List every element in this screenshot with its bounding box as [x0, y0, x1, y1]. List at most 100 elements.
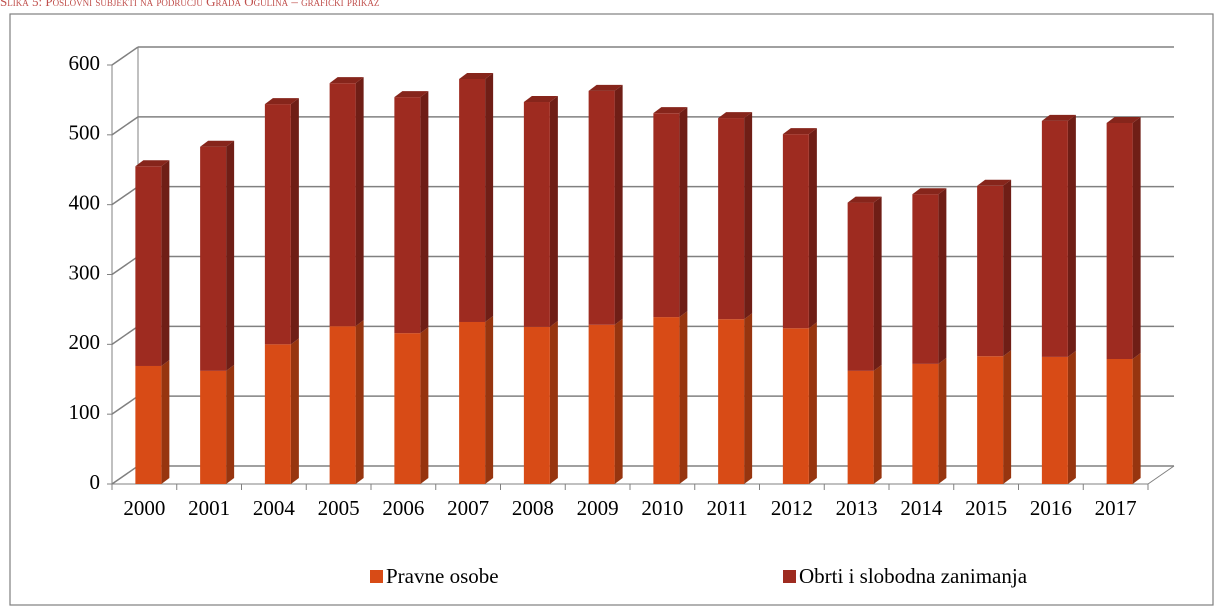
x-tick-label: 2015 [965, 496, 1007, 520]
x-tick-label: 2014 [900, 496, 943, 520]
grid-line [111, 255, 139, 276]
bar [135, 166, 162, 366]
bar-side [744, 112, 753, 320]
bar [329, 83, 356, 327]
bar-side [420, 91, 429, 334]
bar-top [264, 98, 299, 105]
floor-edge [1147, 465, 1175, 485]
x-tick-label: 2005 [318, 496, 360, 520]
chart-frame [9, 13, 1214, 606]
x-tick-label: 2016 [1030, 496, 1072, 520]
bar-side [549, 320, 558, 484]
bar [977, 356, 1004, 484]
bar-top [329, 77, 364, 84]
bar-side [226, 364, 235, 484]
bar [135, 365, 162, 484]
bar-side [614, 84, 623, 325]
bar [912, 194, 939, 364]
bar-side [1132, 352, 1141, 484]
bar [200, 370, 227, 484]
bar-side [679, 311, 688, 484]
bar [394, 97, 421, 334]
bar-side [355, 77, 364, 327]
bar [264, 344, 291, 484]
bar-top [977, 179, 1012, 186]
bar-top [135, 160, 170, 167]
bar-top [718, 112, 753, 119]
bar [523, 326, 550, 484]
x-tick-label: 2006 [382, 496, 424, 520]
x-tick-label: 2007 [447, 496, 489, 520]
bar-side [873, 364, 882, 484]
bar [847, 202, 874, 371]
grid-line [111, 186, 139, 206]
bar-side [938, 357, 947, 484]
grid-line [111, 395, 139, 415]
bar-top [588, 84, 623, 91]
bar-side [679, 107, 688, 318]
bar-side [355, 320, 364, 484]
bar [847, 370, 874, 484]
bar-side [161, 160, 170, 366]
bar [1041, 120, 1068, 357]
bar-top [459, 72, 494, 79]
bar-side [744, 313, 753, 484]
bar [329, 326, 356, 484]
bar-side [549, 96, 558, 327]
legend-label: Obrti i slobodna zanimanja [799, 564, 1028, 588]
x-tick-label: 2013 [836, 496, 878, 520]
bar [1106, 358, 1133, 484]
bar [653, 113, 680, 318]
bar-side [485, 72, 494, 322]
y-tick-label: 600 [69, 51, 101, 75]
y-tick-label: 200 [69, 330, 101, 354]
bar-side [873, 196, 882, 371]
bar-side [1067, 114, 1076, 357]
bar-side [226, 140, 235, 371]
bar-top [394, 91, 429, 98]
bar-side [614, 318, 623, 484]
y-tick-label: 0 [90, 470, 101, 494]
bar [1106, 122, 1133, 359]
bar [653, 317, 680, 484]
x-tick-label: 2009 [577, 496, 619, 520]
bar-top [912, 188, 947, 195]
chart-title: Slika 5: Poslovni subjekti na području G… [0, 0, 379, 9]
bar [977, 185, 1004, 357]
bar [200, 146, 227, 371]
bar [912, 363, 939, 484]
bar [394, 333, 421, 484]
bar-side [1003, 350, 1012, 484]
legend-swatch [783, 570, 796, 583]
x-tick-label: 2017 [1095, 496, 1137, 520]
x-tick-label: 2012 [771, 496, 813, 520]
bar-side [485, 315, 494, 484]
bar [782, 134, 809, 329]
grid-line [111, 325, 139, 345]
bar-side [1003, 179, 1012, 357]
grid-line [111, 46, 139, 66]
bar-side [290, 338, 299, 484]
bar [523, 102, 550, 327]
bar-top [847, 196, 882, 203]
legend-swatch [370, 570, 383, 583]
x-tick-label: 2010 [641, 496, 683, 520]
x-tick-label: 2001 [188, 496, 230, 520]
bar [782, 328, 809, 484]
bar-side [1067, 350, 1076, 484]
x-tick-label: 2000 [123, 496, 165, 520]
grid-line [111, 116, 139, 136]
bar [459, 78, 486, 322]
bar-top [653, 107, 688, 114]
bar [1041, 356, 1068, 484]
bar-top [782, 128, 817, 135]
y-tick-label: 100 [69, 400, 101, 424]
bar [588, 90, 615, 325]
bar [718, 118, 745, 320]
y-tick-label: 300 [69, 260, 101, 284]
legend-label: Pravne osobe [386, 564, 499, 588]
bar [588, 324, 615, 484]
bar-top [1106, 116, 1141, 123]
x-tick-label: 2008 [512, 496, 554, 520]
